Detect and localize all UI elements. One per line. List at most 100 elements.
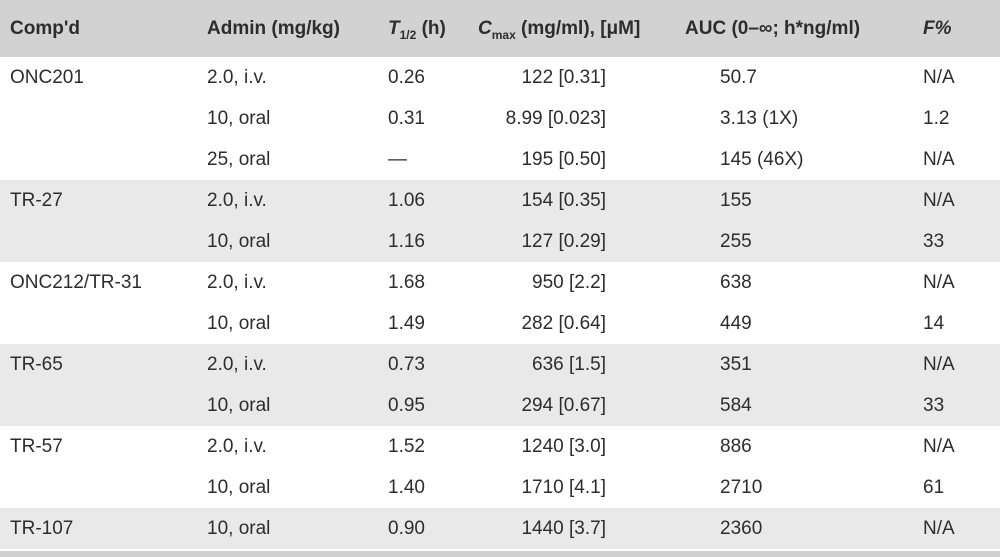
table-row: 10, oral 1.40 1710 [4.1] 2710 61	[0, 467, 1000, 508]
auc-cell: 145 (46X)	[720, 148, 804, 170]
col-header-cmax-symbol: C	[478, 17, 492, 39]
thalf-cell: 1.06	[388, 189, 425, 211]
cmax-cell: 1240 [3.0]	[521, 435, 606, 457]
admin-cell: 25, oral	[207, 148, 271, 170]
cmax-cell: 950 [2.2]	[532, 271, 606, 293]
col-header-thalf-subscript: 1/2	[399, 27, 417, 42]
auc-cell: 3.13 (1X)	[720, 107, 799, 129]
table-row: TR-27 2.0, i.v. 1.06 154 [0.35] 155 N/A	[0, 180, 1000, 221]
table-bottom-edge	[0, 549, 1000, 557]
table-row: TR-57 2.0, i.v. 1.52 1240 [3.0] 886 N/A	[0, 426, 1000, 467]
col-header-fpct-label: F%	[923, 17, 952, 39]
col-header-admin-label: Admin (mg/kg)	[207, 17, 340, 39]
fpct-cell: 1.2	[923, 107, 950, 129]
compound-cell: ONC212/TR-31	[10, 271, 142, 293]
compound-cell: TR-107	[10, 517, 74, 539]
fpct-cell: 14	[923, 312, 945, 334]
fpct-cell: N/A	[923, 66, 955, 88]
cmax-cell: 282 [0.64]	[521, 312, 606, 334]
thalf-cell: 0.95	[388, 394, 425, 416]
fpct-cell: N/A	[923, 148, 955, 170]
compound-cell: TR-27	[10, 189, 63, 211]
thalf-cell: 1.16	[388, 230, 425, 252]
auc-cell: 50.7	[720, 66, 757, 88]
fpct-cell: N/A	[923, 271, 955, 293]
fpct-cell: N/A	[923, 189, 955, 211]
table-body: ONC201 2.0, i.v. 0.26 122 [0.31] 50.7 N/A 10, …	[0, 57, 1000, 549]
col-header-admin: Admin (mg/kg)	[200, 0, 380, 57]
fpct-cell: N/A	[923, 517, 955, 539]
auc-cell: 449	[720, 312, 752, 334]
col-header-fpct: F%	[890, 0, 1000, 57]
admin-cell: 2.0, i.v.	[207, 435, 267, 457]
col-header-auc-label: AUC (0–∞; h*ng/ml)	[685, 17, 861, 39]
auc-cell: 2710	[720, 476, 763, 498]
compound-cell: ONC201	[10, 66, 84, 88]
thalf-cell: 0.90	[388, 517, 425, 539]
fpct-cell: 61	[923, 476, 945, 498]
thalf-cell: —	[388, 148, 407, 170]
admin-cell: 2.0, i.v.	[207, 66, 267, 88]
table-header-row: Comp'd Admin (mg/kg) T1/2 (h) Cmax (mg/m…	[0, 0, 1000, 57]
compound-cell	[0, 303, 200, 344]
compound-cell: TR-57	[10, 435, 63, 457]
fpct-cell: 33	[923, 230, 945, 252]
compound-cell	[0, 139, 200, 180]
admin-cell: 10, oral	[207, 107, 271, 129]
cmax-cell: 636 [1.5]	[532, 353, 606, 375]
compound-cell	[0, 98, 200, 139]
compound-cell	[0, 221, 200, 262]
auc-cell: 155	[720, 189, 752, 211]
col-header-cmax: Cmax (mg/ml), [μM]	[470, 0, 670, 57]
col-header-thalf-unit: (h)	[416, 17, 446, 39]
admin-cell: 10, oral	[207, 476, 271, 498]
cmax-cell: 294 [0.67]	[521, 394, 606, 416]
thalf-cell: 0.73	[388, 353, 425, 375]
admin-cell: 2.0, i.v.	[207, 189, 267, 211]
compound-cell	[0, 385, 200, 426]
table-row: TR-65 2.0, i.v. 0.73 636 [1.5] 351 N/A	[0, 344, 1000, 385]
col-header-cmax-unit: (mg/ml), [μM]	[515, 17, 641, 39]
table-row: ONC201 2.0, i.v. 0.26 122 [0.31] 50.7 N/A	[0, 57, 1000, 98]
admin-cell: 10, oral	[207, 230, 271, 252]
admin-cell: 2.0, i.v.	[207, 353, 267, 375]
col-header-compound-label: Comp'd	[10, 17, 80, 39]
auc-cell: 638	[720, 271, 752, 293]
compound-cell: TR-65	[10, 353, 63, 375]
cmax-cell: 122 [0.31]	[521, 66, 606, 88]
thalf-cell: 1.49	[388, 312, 425, 334]
cmax-cell: 8.99 [0.023]	[505, 107, 606, 129]
admin-cell: 2.0, i.v.	[207, 271, 267, 293]
fpct-cell: 33	[923, 394, 945, 416]
table-row: 10, oral 0.95 294 [0.67] 584 33	[0, 385, 1000, 426]
admin-cell: 10, oral	[207, 394, 271, 416]
col-header-cmax-subscript: max	[491, 27, 516, 42]
thalf-cell: 0.26	[388, 66, 425, 88]
col-header-auc: AUC (0–∞; h*ng/ml)	[670, 0, 890, 57]
cmax-cell: 127 [0.29]	[521, 230, 606, 252]
auc-cell: 584	[720, 394, 752, 416]
thalf-cell: 1.52	[388, 435, 425, 457]
col-header-thalf-symbol: T	[388, 17, 400, 39]
thalf-cell: 1.40	[388, 476, 425, 498]
auc-cell: 2360	[720, 517, 763, 539]
col-header-compound: Comp'd	[0, 0, 200, 57]
fpct-cell: N/A	[923, 353, 955, 375]
table-row: 25, oral — 195 [0.50] 145 (46X) N/A	[0, 139, 1000, 180]
table-row: 10, oral 1.49 282 [0.64] 449 14	[0, 303, 1000, 344]
compound-cell	[0, 467, 200, 508]
table-row: ONC212/TR-31 2.0, i.v. 1.68 950 [2.2] 638 N/A	[0, 262, 1000, 303]
cmax-cell: 154 [0.35]	[521, 189, 606, 211]
admin-cell: 10, oral	[207, 312, 271, 334]
table-row: 10, oral 0.31 8.99 [0.023] 3.13 (1X) 1.2	[0, 98, 1000, 139]
table-row: 10, oral 1.16 127 [0.29] 255 33	[0, 221, 1000, 262]
table-row: TR-107 10, oral 0.90 1440 [3.7] 2360 N/A	[0, 508, 1000, 549]
auc-cell: 255	[720, 230, 752, 252]
col-header-thalf: T1/2 (h)	[380, 0, 470, 57]
cmax-cell: 1710 [4.1]	[521, 476, 606, 498]
fpct-cell: N/A	[923, 435, 955, 457]
thalf-cell: 1.68	[388, 271, 425, 293]
admin-cell: 10, oral	[207, 517, 271, 539]
